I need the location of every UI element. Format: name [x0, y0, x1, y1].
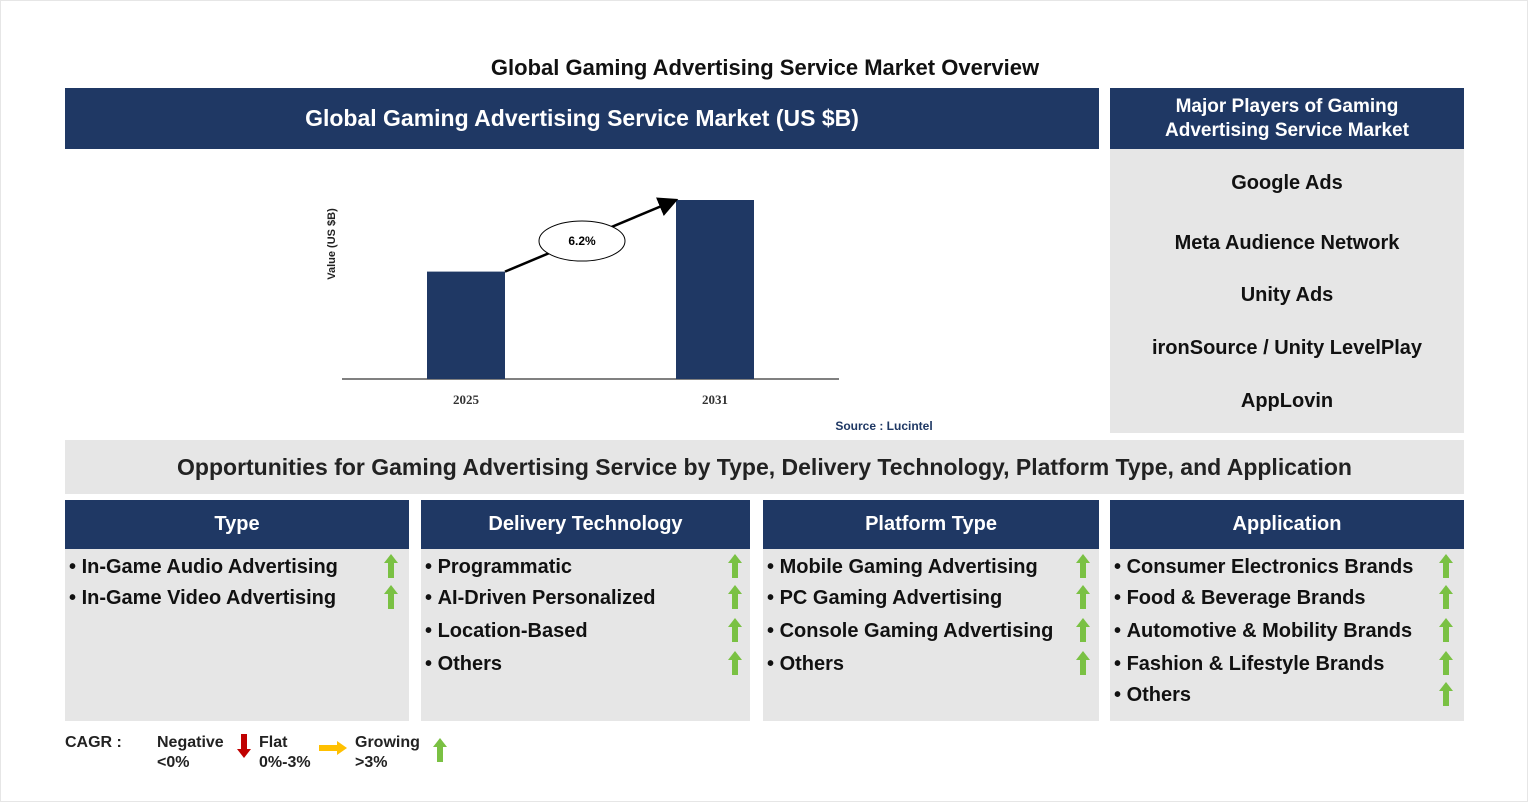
segment-item: Programmatic: [425, 556, 573, 579]
segment-item: PC Gaming Advertising: [767, 587, 1003, 610]
trend-icon: [728, 651, 742, 675]
segment-item: Consumer Electronics Brands: [1114, 556, 1414, 579]
legend-text: 0%-3%: [259, 754, 311, 771]
trend-icon: [1076, 618, 1090, 642]
bar: [676, 200, 754, 379]
players-panel: [1110, 149, 1464, 433]
arrow: [728, 618, 742, 642]
x-tick-label: 2025: [453, 392, 480, 407]
player: Meta Audience Network: [1174, 232, 1400, 254]
segment-item: In-Game Video Advertising: [69, 587, 337, 610]
segment-item: Mobile Gaming Advertising: [767, 556, 1038, 579]
cagr-bubble: [538, 220, 626, 262]
trend-icon: [1076, 651, 1090, 675]
segment-item: Location-Based: [425, 620, 588, 643]
segment-header: Delivery Technology: [421, 500, 750, 549]
arrow: [728, 585, 742, 609]
legend-text: Growing: [355, 734, 420, 751]
arrow: [728, 554, 742, 578]
arrow: [1439, 618, 1453, 642]
segment-header: Platform Type: [763, 500, 1099, 549]
y-axis-label: Value (US $B): [326, 208, 338, 280]
source: Source : Lucintel: [835, 419, 932, 433]
player: AppLovin: [1240, 390, 1334, 412]
arrow: [1076, 585, 1090, 609]
trend-icon: [433, 738, 447, 762]
trend-icon: [319, 741, 347, 755]
segment-header: Type: [65, 500, 409, 549]
segment-item: Fashion & Lifestyle Brands: [1114, 653, 1385, 676]
arrow: [433, 738, 447, 762]
arrow: [1439, 554, 1453, 578]
segment-item: Console Gaming Advertising: [767, 620, 1054, 643]
arrow: [237, 734, 251, 758]
legend-text: Negative: [157, 734, 224, 751]
segment-item: Food & Beverage Brands: [1114, 587, 1366, 610]
trend-icon: [728, 618, 742, 642]
segment-item: AI-Driven Personalized: [425, 587, 656, 610]
legend-text: <0%: [157, 754, 190, 771]
legend-label: CAGR :: [65, 734, 122, 751]
market-header: Global Gaming Advertising Service Market…: [65, 88, 1099, 149]
players-header: Major Players of Gaming Advertising Serv…: [1110, 88, 1464, 149]
player: Google Ads: [1231, 172, 1343, 194]
arrow: [1439, 651, 1453, 675]
trend-icon: [237, 734, 251, 758]
x-tick-label: 2031: [702, 392, 728, 407]
trend-icon: [384, 554, 398, 578]
arrow: [384, 585, 398, 609]
segment-item: In-Game Audio Advertising: [69, 556, 338, 579]
arrow: [384, 554, 398, 578]
cagr-label: 6.2%: [568, 234, 596, 248]
arrow: [1076, 554, 1090, 578]
trend-icon: [1076, 554, 1090, 578]
arrow: [728, 651, 742, 675]
arrow: [1439, 585, 1453, 609]
trend-icon: [1439, 585, 1453, 609]
trend-icon: [1076, 585, 1090, 609]
arrow: [1076, 651, 1090, 675]
segment-item: Others: [1114, 684, 1191, 707]
segment-item: Others: [767, 653, 844, 676]
page-title: Global Gaming Advertising Service Market…: [490, 55, 1040, 80]
arrow: [1076, 618, 1090, 642]
player: Unity Ads: [1240, 284, 1334, 306]
trend-icon: [1439, 554, 1453, 578]
legend-text: >3%: [355, 754, 388, 771]
segment-item: Others: [425, 653, 502, 676]
trend-icon: [728, 554, 742, 578]
player: ironSource / Unity LevelPlay: [1151, 337, 1423, 359]
arrow: [319, 741, 347, 755]
opportunities-title: Opportunities for Gaming Advertising Ser…: [65, 440, 1464, 494]
trend-icon: [384, 585, 398, 609]
trend-icon: [728, 585, 742, 609]
segment-header: Application: [1110, 500, 1464, 549]
segment-item: Automotive & Mobility Brands: [1114, 620, 1413, 643]
arrow: [1439, 682, 1453, 706]
trend-icon: [1439, 682, 1453, 706]
legend-text: Flat: [259, 734, 288, 751]
trend-icon: [1439, 618, 1453, 642]
bar: [427, 271, 505, 379]
trend-icon: [1439, 651, 1453, 675]
chart: Value (US $B) Source : Lucintel 2025 2031…: [326, 197, 933, 433]
